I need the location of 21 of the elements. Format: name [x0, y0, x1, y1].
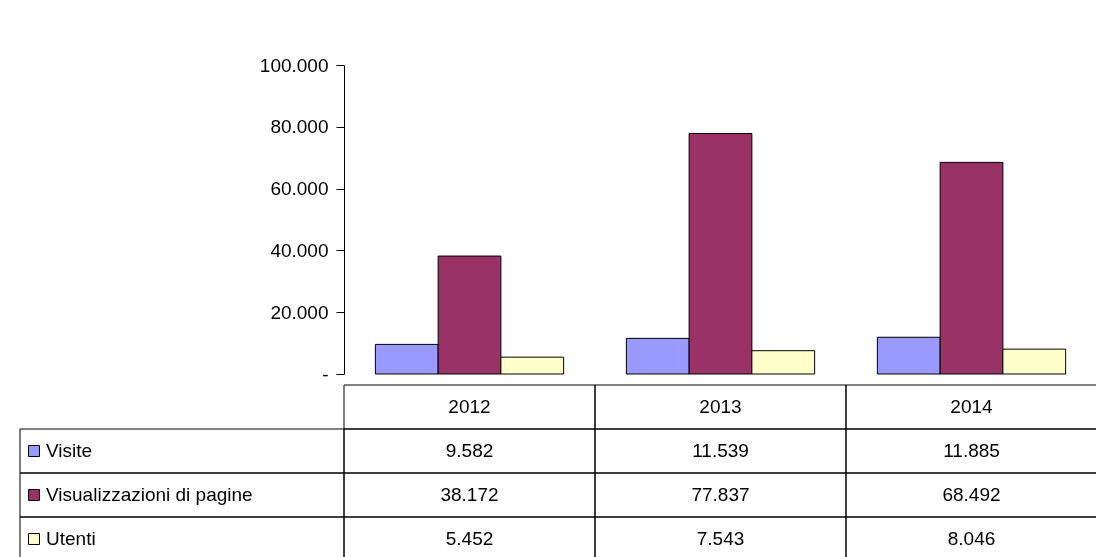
data-label: 5.452	[445, 528, 494, 549]
x-tick-label: 2014	[950, 396, 994, 417]
data-label: 11.539	[692, 440, 749, 461]
data-label: 38.172	[440, 484, 499, 505]
legend-label: Visite	[46, 440, 93, 461]
data-label: 11.885	[943, 440, 1000, 461]
data-label: 7.543	[696, 528, 745, 549]
data-label: 77.837	[691, 484, 750, 505]
y-tick-label: 80.000	[270, 116, 329, 138]
data-label: 68.492	[942, 484, 1001, 505]
legend-label: Visualizzazioni di pagine	[46, 484, 253, 505]
legend-label: Utenti	[46, 528, 96, 549]
data-label: 9.582	[445, 440, 494, 461]
y-tick-label: 100.000	[259, 54, 329, 76]
y-tick-label: 40.000	[270, 239, 329, 261]
x-tick-label: 2012	[448, 396, 491, 417]
data-label: 8.046	[947, 528, 996, 549]
y-tick-label: -	[322, 363, 329, 385]
x-tick-label: 2013	[699, 396, 742, 417]
y-tick-label: 60.000	[270, 178, 329, 200]
y-tick-label: 20.000	[270, 301, 329, 323]
